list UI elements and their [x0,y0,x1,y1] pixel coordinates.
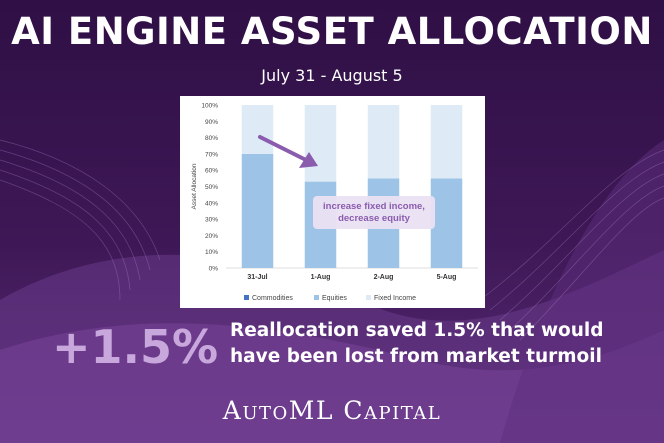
y-tick-label: 10% [205,249,218,256]
brand-name: AutoML Capital [222,396,442,425]
bar-fixed-income [430,105,463,179]
annotation-box [313,196,435,229]
legend-label: Equities [322,295,347,302]
legend-swatch [314,295,319,300]
y-tick-label: 100% [201,103,218,110]
y-tick-label: 50% [205,184,218,191]
y-tick-label: 80% [205,135,218,142]
legend-label: Commodities [252,295,293,302]
bar-fixed-income [304,105,337,182]
bar-equities [241,153,274,268]
y-tick-label: 40% [205,200,218,207]
savings-percent: +1.5% [52,320,219,374]
legend-label: Fixed Income [374,295,416,302]
y-tick-label: 70% [205,151,218,158]
x-tick-label: 2-Aug [374,274,394,281]
savings-description: Reallocation saved 1.5% that would have … [230,318,650,370]
bar-equities [430,178,463,268]
x-tick-label: 5-Aug [437,274,457,281]
y-tick-label: 20% [205,233,218,240]
savings-line-1: Reallocation saved 1.5% that would [230,320,604,341]
annotation-text: increase fixed income, [323,201,425,212]
annotation-text: decrease equity [338,213,411,224]
page-subtitle: July 31 - August 5 [261,66,403,85]
y-axis-label: Asset Allocation [191,163,198,209]
bar-fixed-income [367,105,400,179]
annotation-arrow-head [299,152,318,168]
legend-swatch [366,295,371,300]
annotation-arrow-shaft [258,135,308,162]
page-title: AI ENGINE ASSET ALLOCATION [11,10,653,53]
x-tick-label: 31-Jul [247,274,267,281]
y-tick-label: 0% [209,266,219,273]
y-tick-label: 90% [205,119,218,126]
y-tick-label: 60% [205,168,218,175]
x-tick-label: 1-Aug [311,274,331,281]
savings-line-2: have been lost from market turmoil [230,346,602,367]
y-tick-label: 30% [205,217,218,224]
legend-swatch [244,295,249,300]
bar-fixed-income [241,105,274,154]
